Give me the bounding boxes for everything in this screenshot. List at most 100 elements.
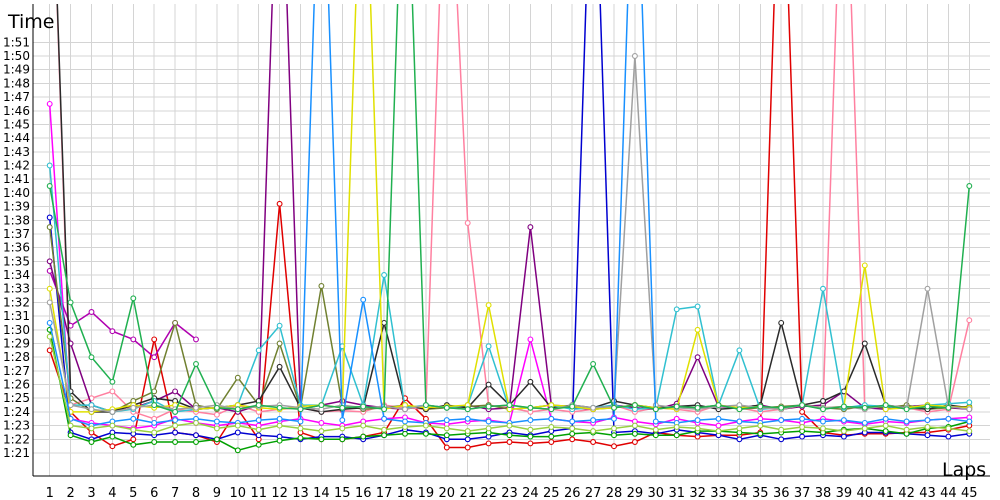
- y-tick-label: 1:27: [3, 364, 30, 378]
- data-point: [255, 432, 262, 439]
- data-point: [527, 433, 534, 440]
- x-tick-label: 9: [213, 486, 221, 500]
- data-point: [234, 422, 241, 429]
- data-point: [485, 343, 492, 350]
- x-tick-label: 26: [564, 486, 581, 500]
- y-tick-label: 1:44: [3, 131, 30, 145]
- data-point: [924, 417, 931, 424]
- x-tick-label: 17: [376, 486, 393, 500]
- data-point: [799, 408, 806, 415]
- data-point: [360, 422, 367, 429]
- x-tick-label: 23: [501, 486, 518, 500]
- data-point: [339, 436, 346, 443]
- data-point: [297, 434, 304, 441]
- data-point: [234, 374, 241, 381]
- data-point: [527, 224, 534, 231]
- x-tick-label: 39: [836, 486, 853, 500]
- series-15: [46, 333, 973, 436]
- data-point: [736, 425, 743, 432]
- data-point: [318, 419, 325, 426]
- data-point: [213, 436, 220, 443]
- data-point: [569, 430, 576, 437]
- y-tick-label: 1:46: [3, 104, 30, 118]
- data-point: [422, 402, 429, 409]
- data-point: [109, 388, 116, 395]
- data-point: [694, 425, 701, 432]
- data-point: [778, 404, 785, 411]
- data-point: [234, 447, 241, 454]
- data-point: [506, 422, 513, 429]
- data-point: [172, 319, 179, 326]
- data-point: [840, 417, 847, 424]
- data-point: [736, 406, 743, 413]
- x-tick-label: 19: [418, 486, 435, 500]
- data-point: [339, 417, 346, 424]
- x-tick-label: 34: [731, 486, 748, 500]
- x-tick-label: 29: [627, 486, 644, 500]
- data-point: [569, 403, 576, 410]
- x-tick-label: 5: [129, 486, 137, 500]
- x-tick-label: 43: [919, 486, 936, 500]
- data-point: [255, 426, 262, 433]
- y-tick-label: 1:29: [3, 336, 30, 350]
- data-point: [276, 322, 283, 329]
- data-point: [694, 354, 701, 361]
- data-point: [820, 285, 826, 292]
- y-tick-label: 1:26: [3, 378, 30, 392]
- data-point: [151, 354, 158, 361]
- data-point: [109, 378, 116, 385]
- data-point: [422, 430, 429, 437]
- data-point: [506, 439, 513, 445]
- x-tick-label: 16: [355, 486, 372, 500]
- data-point: [381, 272, 388, 278]
- data-point: [172, 439, 179, 445]
- data-point: [88, 354, 95, 361]
- data-point: [402, 430, 408, 437]
- data-point: [903, 418, 910, 425]
- data-point: [590, 361, 597, 367]
- data-point: [778, 436, 785, 443]
- y-tick-label: 1:24: [3, 405, 30, 419]
- data-point: [88, 425, 95, 432]
- series-3: [46, 326, 973, 454]
- x-tick-label: 7: [171, 486, 179, 500]
- data-point: [381, 319, 388, 326]
- data-point: [46, 299, 53, 306]
- data-point: [652, 406, 659, 413]
- x-tick-label: 6: [150, 486, 158, 500]
- x-tick-label: 14: [313, 486, 330, 500]
- data-point: [151, 336, 158, 343]
- data-point: [130, 336, 137, 343]
- data-point: [443, 404, 450, 411]
- data-point: [631, 402, 638, 409]
- y-tick-label: 1:36: [3, 241, 30, 255]
- data-point: [464, 436, 471, 443]
- data-point: [569, 418, 576, 425]
- data-point: [464, 428, 471, 435]
- data-point: [109, 328, 116, 335]
- data-point: [172, 417, 179, 424]
- data-point: [130, 426, 137, 433]
- data-point: [130, 295, 137, 302]
- y-tick-label: 1:51: [3, 35, 30, 49]
- data-point: [381, 406, 388, 413]
- data-point: [694, 326, 701, 333]
- data-point: [46, 224, 53, 231]
- data-point: [611, 443, 617, 450]
- data-point: [151, 439, 158, 445]
- data-point: [234, 406, 241, 413]
- data-point: [861, 340, 868, 347]
- data-point: [527, 336, 534, 343]
- y-tick-label: 1:21: [3, 446, 30, 460]
- data-point: [276, 340, 283, 347]
- data-point: [631, 422, 638, 429]
- data-point: [799, 415, 806, 422]
- data-point: [276, 200, 283, 207]
- data-point: [88, 309, 95, 315]
- data-point: [213, 425, 220, 432]
- data-point: [443, 444, 450, 451]
- data-point: [799, 402, 806, 409]
- data-point: [820, 406, 826, 413]
- data-point: [840, 403, 847, 410]
- data-point: [485, 403, 492, 410]
